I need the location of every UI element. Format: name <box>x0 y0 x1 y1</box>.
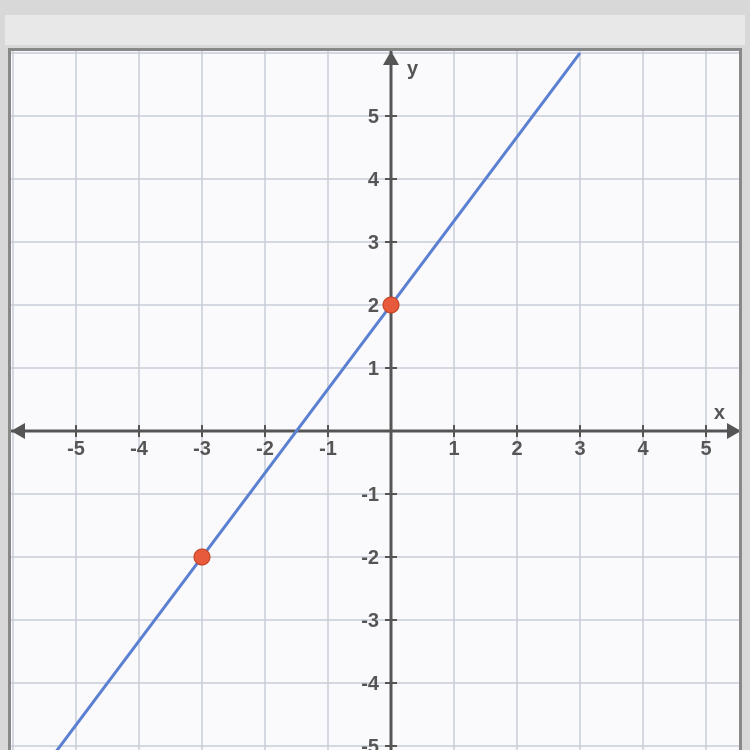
svg-text:-1: -1 <box>361 484 379 506</box>
svg-text:-2: -2 <box>361 547 379 569</box>
svg-text:2: 2 <box>511 438 522 460</box>
svg-text:4: 4 <box>637 438 649 460</box>
svg-text:-3: -3 <box>193 438 211 460</box>
chart-frame: -5 -4 -3 -2 -1 1 2 3 4 5 -5 -4 -3 -2 -1 1 2 3 4 5 y x <box>8 48 742 750</box>
chart-container: -5 -4 -3 -2 -1 1 2 3 4 5 -5 -4 -3 -2 -1 1 2 3 4 5 y x <box>0 0 750 750</box>
svg-text:2: 2 <box>368 295 379 317</box>
svg-text:-1: -1 <box>319 438 337 460</box>
svg-text:3: 3 <box>368 232 379 254</box>
svg-text:y: y <box>407 58 419 80</box>
svg-text:-5: -5 <box>361 736 379 750</box>
coordinate-chart: -5 -4 -3 -2 -1 1 2 3 4 5 -5 -4 -3 -2 -1 1 2 3 4 5 y x <box>11 51 741 750</box>
svg-text:-5: -5 <box>67 438 85 460</box>
svg-text:-3: -3 <box>361 610 379 632</box>
svg-text:5: 5 <box>368 106 379 128</box>
svg-text:4: 4 <box>368 169 380 191</box>
svg-text:5: 5 <box>700 438 711 460</box>
svg-text:1: 1 <box>368 358 379 380</box>
svg-text:-2: -2 <box>256 438 274 460</box>
svg-text:x: x <box>714 402 725 424</box>
svg-text:-4: -4 <box>361 673 380 695</box>
svg-text:-4: -4 <box>130 438 149 460</box>
svg-text:1: 1 <box>448 438 459 460</box>
top-bar <box>5 15 745 45</box>
svg-text:3: 3 <box>574 438 585 460</box>
